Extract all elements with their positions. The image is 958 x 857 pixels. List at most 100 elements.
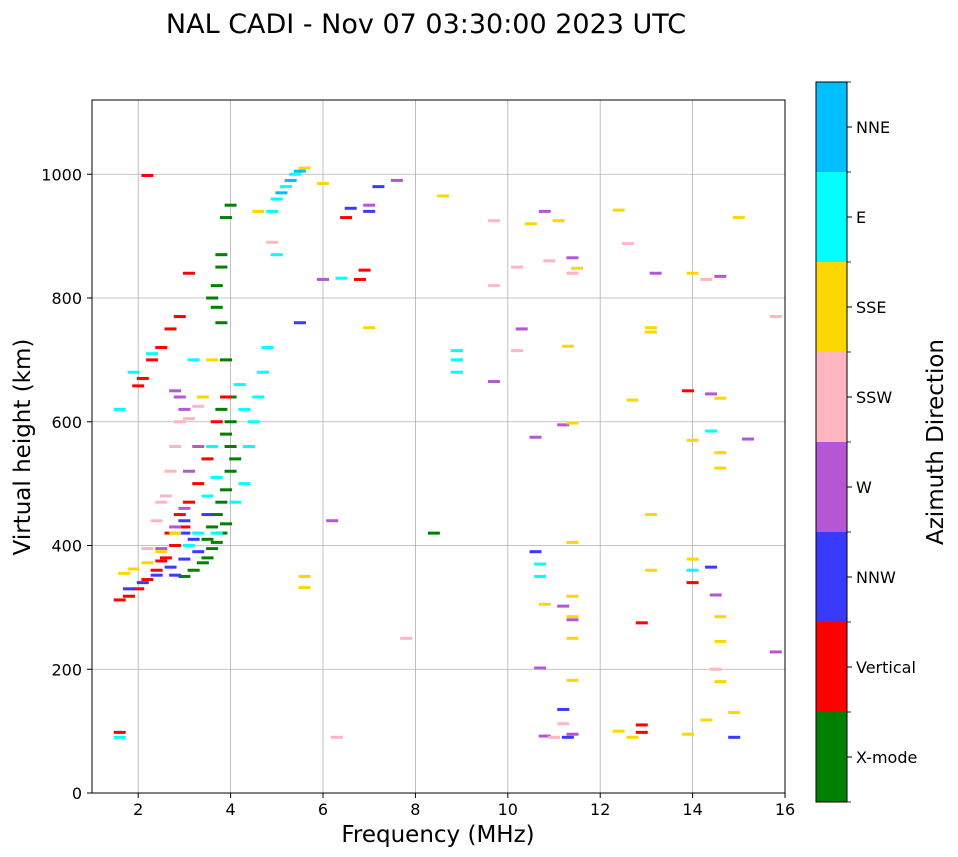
data-point [155, 500, 168, 504]
data-point [169, 531, 182, 535]
data-point [224, 420, 237, 424]
series-e [113, 172, 718, 739]
data-point [201, 457, 214, 461]
data-point [566, 540, 579, 544]
data-point [187, 358, 200, 362]
colorbar-tick-label: SSE [856, 298, 886, 317]
data-point [155, 559, 168, 563]
data-point [626, 735, 639, 739]
data-point [178, 519, 191, 523]
data-point [256, 370, 269, 374]
data-point [566, 594, 579, 598]
data-point [626, 398, 639, 402]
data-point [224, 469, 237, 473]
colorbar-tick-label: X-mode [856, 748, 917, 767]
data-point [173, 513, 186, 517]
data-point [219, 432, 232, 436]
data-point [534, 666, 547, 670]
data-point [529, 550, 542, 554]
data-point [201, 494, 214, 498]
data-point [169, 389, 182, 393]
data-point [358, 268, 371, 272]
x-axis: 2 4 6 8 10 12 14 16 [133, 793, 795, 819]
data-point [289, 172, 302, 176]
data-point [266, 240, 279, 244]
x-tick-label: 12 [590, 800, 610, 819]
x-tick-label: 2 [133, 800, 143, 819]
data-point [164, 469, 177, 473]
data-point [178, 506, 191, 510]
data-point [524, 222, 537, 226]
data-point [173, 420, 186, 424]
data-point [705, 565, 718, 569]
data-point [141, 578, 154, 582]
data-point [742, 437, 755, 441]
y-axis-label: Virtual height (km) [10, 339, 36, 556]
data-point [548, 735, 560, 739]
data-point [557, 722, 570, 726]
data-point [192, 482, 205, 486]
data-point [293, 169, 306, 173]
data-point [363, 326, 376, 330]
data-point [270, 253, 283, 257]
data-point [187, 568, 200, 572]
data-point [219, 488, 232, 492]
data-point [178, 525, 191, 529]
data-point [201, 537, 214, 541]
data-point [215, 321, 228, 325]
x-axis-label: Frequency (MHz) [341, 822, 534, 848]
data-point [238, 407, 251, 411]
data-point [552, 219, 565, 223]
data-point [566, 256, 579, 260]
data-point [344, 206, 357, 210]
data-point [728, 711, 741, 715]
data-point [571, 266, 584, 270]
data-point [557, 707, 570, 711]
data-point [566, 421, 579, 425]
data-point [645, 568, 658, 572]
data-point [113, 407, 126, 411]
data-point [159, 494, 172, 498]
data-point [714, 396, 727, 400]
data-point [612, 729, 625, 733]
data-point [709, 593, 722, 597]
data-point [210, 420, 223, 424]
data-point [400, 636, 413, 640]
data-point [511, 349, 524, 353]
data-point [215, 407, 228, 411]
data-point [150, 568, 163, 572]
colorbar-segment [816, 532, 847, 622]
data-point [561, 735, 574, 739]
data-point [252, 209, 265, 213]
data-point [317, 182, 329, 186]
y-tick-label: 0 [72, 784, 82, 803]
colorbar: X-mode Vertical NNW W SSW SSE E NNE [815, 81, 917, 803]
colorbar-tick-label: NNE [856, 118, 890, 137]
data-point [201, 556, 214, 560]
x-tick-label: 4 [226, 800, 236, 819]
data-point [215, 500, 228, 504]
data-point [192, 445, 205, 448]
colorbar-label: Azimuth Direction [923, 339, 949, 545]
data-point [178, 574, 191, 578]
data-point [714, 615, 727, 619]
data-point [178, 557, 191, 561]
data-point [215, 265, 228, 269]
data-point [566, 615, 579, 619]
data-point [122, 587, 135, 591]
data-point [298, 586, 311, 590]
data-point [233, 383, 246, 387]
data-point [173, 395, 186, 399]
colorbar-segment [816, 262, 847, 352]
data-point [645, 513, 658, 517]
data-point [210, 513, 223, 517]
series-nnw [122, 185, 741, 739]
data-point [534, 574, 547, 578]
y-axis: 0 200 400 600 800 1000 [41, 165, 92, 803]
data-point [206, 547, 219, 551]
data-point [390, 178, 403, 182]
colorbar-tick-label: Vertical [856, 658, 916, 677]
data-point [728, 735, 741, 739]
data-point [261, 346, 274, 349]
data-point [183, 544, 196, 547]
